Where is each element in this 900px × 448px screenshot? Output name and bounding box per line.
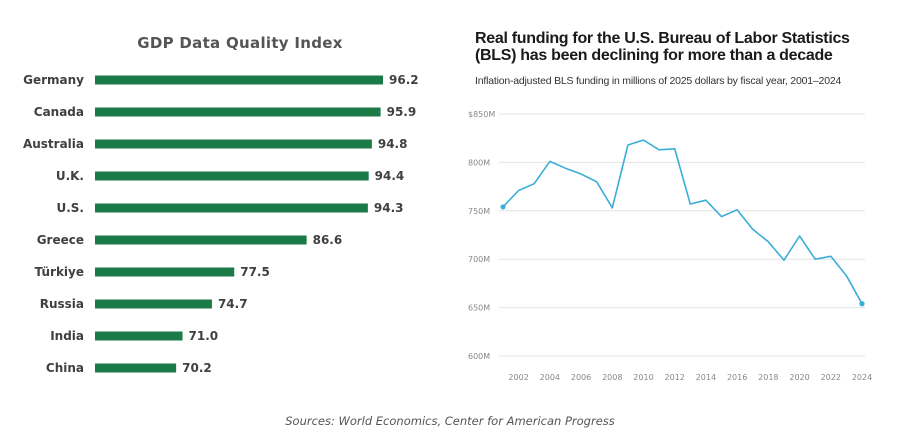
value-label-u-k: 94.4 <box>375 169 405 183</box>
x-tick-label-2024: 2024 <box>852 373 872 382</box>
category-label-india: India <box>50 329 84 343</box>
x-tick-label-2002: 2002 <box>508 373 528 382</box>
category-label-greece: Greece <box>37 233 84 247</box>
bar-china <box>95 363 177 373</box>
value-label-australia: 94.8 <box>378 137 408 151</box>
bar-u-s <box>95 203 368 213</box>
bar-india <box>95 331 183 341</box>
data-point-2001 <box>500 204 506 210</box>
x-tick-label-2010: 2010 <box>633 373 653 382</box>
bar-u-k <box>95 171 369 181</box>
y-tick-label-800: 800M <box>468 158 490 167</box>
series-line <box>502 139 863 305</box>
x-tick-label-2006: 2006 <box>571 373 591 382</box>
bar-canada <box>95 107 381 117</box>
bar-australia <box>95 139 372 149</box>
category-label-russia: Russia <box>40 297 84 311</box>
x-tick-label-2022: 2022 <box>821 373 841 382</box>
line-chart-title: Real funding for the U.S. Bureau of Labo… <box>475 30 850 64</box>
value-label-greece: 86.6 <box>313 233 343 247</box>
value-label-u-s: 94.3 <box>374 201 404 215</box>
bar-chart: Germany 96.2 Canada 95.9 Australia 94.8 U.K. 94… <box>23 73 419 375</box>
line-chart-subtitle: Inflation-adjusted BLS funding in millio… <box>475 75 842 87</box>
x-tick-label-2004: 2004 <box>540 373 560 382</box>
category-label-germany: Germany <box>23 73 84 87</box>
x-tick-label-2018: 2018 <box>758 373 778 382</box>
y-tick-label-750: 750M <box>468 207 490 216</box>
bar-turkiye <box>95 267 235 277</box>
value-label-russia: 74.7 <box>218 297 248 311</box>
bar-germany <box>95 75 383 85</box>
y-tick-label-850: $850M <box>468 110 495 119</box>
y-tick-label-650: 650M <box>468 304 490 313</box>
x-tick-label-2008: 2008 <box>602 373 622 382</box>
category-label-australia: Australia <box>23 137 84 151</box>
value-label-germany: 96.2 <box>389 73 419 87</box>
line-chart: 600M 650M 700M 750M 800M $850M 2002 2004 2006 200… <box>468 110 872 382</box>
category-label-u-k: U.K. <box>56 169 84 183</box>
value-label-turkiye: 77.5 <box>240 265 270 279</box>
bar-russia <box>95 299 212 309</box>
bar-chart-title: GDP Data Quality Index <box>137 34 343 52</box>
data-point-2024 <box>859 301 865 307</box>
x-tick-label-2012: 2012 <box>665 373 685 382</box>
value-label-china: 70.2 <box>182 361 212 375</box>
x-tick-label-2020: 2020 <box>789 373 809 382</box>
value-label-india: 71.0 <box>189 329 219 343</box>
bar-chart-panel: GDP Data Quality Index Germany 96.2 Canada… <box>0 0 445 400</box>
value-label-canada: 95.9 <box>387 105 417 119</box>
y-tick-label-700: 700M <box>468 255 490 264</box>
category-label-canada: Canada <box>34 105 84 119</box>
x-tick-label-2016: 2016 <box>727 373 747 382</box>
line-chart-panel: Real funding for the U.S. Bureau of Labo… <box>455 0 900 400</box>
category-label-u-s: U.S. <box>56 201 84 215</box>
bar-greece <box>95 235 307 245</box>
y-tick-label-600: 600M <box>468 352 490 361</box>
x-tick-label-2014: 2014 <box>696 373 716 382</box>
sources-footer: Sources: World Economics, Center for Ame… <box>285 414 615 428</box>
category-label-turkiye: Türkiye <box>34 265 84 279</box>
category-label-china: China <box>46 361 84 375</box>
